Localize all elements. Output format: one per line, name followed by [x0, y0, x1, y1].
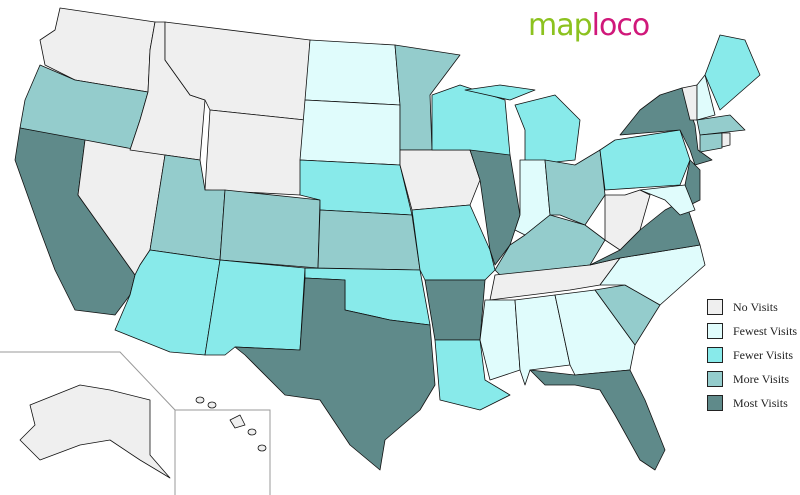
legend-swatch: [707, 371, 723, 387]
legend-swatch: [707, 299, 723, 315]
legend: No Visits Fewest Visits Fewer Visits Mor…: [707, 295, 797, 415]
state-hi-island[interactable]: [257, 444, 267, 452]
state-me[interactable]: [704, 34, 761, 111]
state-hi-island[interactable]: [247, 428, 257, 436]
state-ri[interactable]: [721, 132, 731, 148]
state-ma[interactable]: [696, 114, 746, 136]
state-mo[interactable]: [411, 204, 496, 281]
state-wy[interactable]: [204, 109, 306, 196]
state-hi-island[interactable]: [207, 401, 217, 409]
state-ak[interactable]: [19, 384, 171, 479]
state-pa[interactable]: [599, 129, 691, 191]
state-ar[interactable]: [424, 279, 486, 341]
state-tx[interactable]: [234, 277, 436, 471]
inset-frame: [0, 351, 176, 495]
state-ct[interactable]: [699, 132, 723, 153]
state-il[interactable]: [469, 149, 521, 266]
state-co[interactable]: [219, 189, 321, 269]
state-nd[interactable]: [304, 39, 401, 106]
state-ia[interactable]: [399, 149, 481, 211]
legend-item-fewest: Fewest Visits: [707, 319, 797, 343]
state-ks[interactable]: [317, 209, 421, 271]
state-nh[interactable]: [696, 74, 716, 121]
state-ms[interactable]: [479, 299, 521, 381]
state-md[interactable]: [639, 184, 696, 216]
legend-swatch: [707, 395, 723, 411]
legend-swatch: [707, 323, 723, 339]
legend-item-most: Most Visits: [707, 391, 797, 415]
maploco-logo: maploco: [528, 8, 650, 43]
legend-item-fewer: Fewer Visits: [707, 343, 797, 367]
state-fl[interactable]: [529, 369, 666, 471]
legend-swatch: [707, 347, 723, 363]
state-wv[interactable]: [604, 189, 651, 251]
state-nm[interactable]: [204, 259, 306, 356]
state-oh[interactable]: [544, 149, 606, 226]
state-hi-island[interactable]: [195, 396, 205, 404]
state-sd[interactable]: [299, 99, 401, 166]
state-hi[interactable]: [229, 414, 246, 429]
state-mi[interactable]: [514, 94, 581, 166]
state-ny[interactable]: [619, 87, 713, 166]
inset-frame: [175, 409, 271, 495]
legend-item-more: More Visits: [707, 367, 797, 391]
state-mi_up[interactable]: [464, 84, 536, 101]
legend-item-none: No Visits: [707, 295, 797, 319]
